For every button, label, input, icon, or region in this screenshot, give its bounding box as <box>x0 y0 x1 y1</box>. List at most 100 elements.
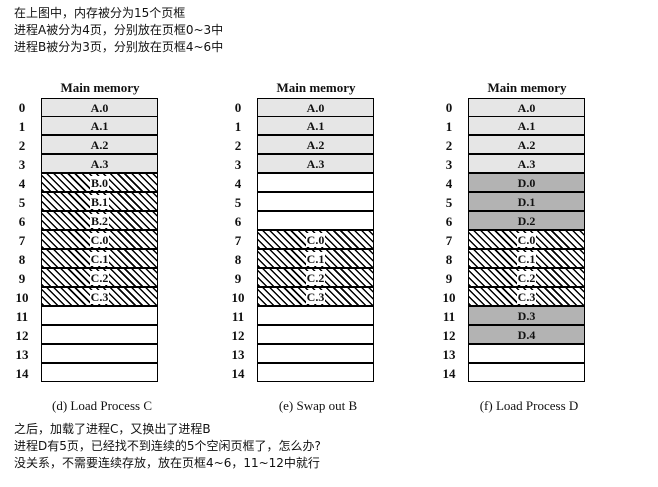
frame-index: 3 <box>445 157 453 172</box>
frame-cell <box>41 363 158 382</box>
frame-cell: C.3 <box>41 287 158 306</box>
page-label: C.0 <box>305 233 326 247</box>
frame-cell <box>257 192 374 211</box>
page-label: A.2 <box>517 138 536 152</box>
panel-caption: (f) Load Process D <box>479 398 579 413</box>
frame-cell <box>257 325 374 344</box>
frame-cell <box>257 363 374 382</box>
memory-panel-d: Main memory 0 A.0 1 A.1 2 A.2 3 A.3 4 B.0 5 B.1 6 B.2… <box>10 79 210 419</box>
panel-caption: (e) Swap out B <box>278 398 358 413</box>
note-line: 没关系，不需要连续存放，放在页框4~6，11~12中就行 <box>14 456 320 470</box>
frame-index: 5 <box>18 195 26 210</box>
frame-cell: A.3 <box>41 154 158 173</box>
frame-index: 4 <box>18 176 26 191</box>
page-label: A.0 <box>306 101 325 115</box>
frame-index: 5 <box>234 195 242 210</box>
frame-index: 13 <box>231 347 245 362</box>
frame-index: 8 <box>234 252 242 267</box>
page-label: D.3 <box>517 309 536 323</box>
frame-cell: D.0 <box>468 173 585 192</box>
frame-index: 6 <box>234 214 242 229</box>
frame-index: 11 <box>231 309 245 324</box>
page-label: A.3 <box>90 157 109 171</box>
page-label: C.3 <box>516 290 537 304</box>
note-line: 之后，加载了进程C，又换出了进程B <box>14 422 211 436</box>
frame-cell: D.3 <box>468 306 585 325</box>
frame-index: 8 <box>445 252 453 267</box>
frame-cell: C.3 <box>468 287 585 306</box>
frame-index: 12 <box>442 328 456 343</box>
page-label: A.1 <box>90 119 109 133</box>
frame-cell: D.1 <box>468 192 585 211</box>
frame-cell <box>257 306 374 325</box>
frame-cell: A.1 <box>468 116 585 135</box>
note-line: 在上图中，内存被分为15个页框 <box>14 6 186 20</box>
note-line: 进程A被分为4页，分别放在页框0~3中 <box>14 23 224 37</box>
frame-index: 14 <box>442 366 456 381</box>
page-label: A.3 <box>306 157 325 171</box>
frame-index: 10 <box>231 290 245 305</box>
frame-cell: A.0 <box>257 98 374 117</box>
frame-index: 12 <box>231 328 245 343</box>
page-label: C.3 <box>305 290 326 304</box>
frame-index: 7 <box>18 233 26 248</box>
note-line: 进程D有5页，已经找不到连续的5个空闲页框了，怎么办? <box>14 439 321 453</box>
frame-cell: A.1 <box>257 116 374 135</box>
page-label: A.0 <box>517 101 536 115</box>
frame-cell: A.3 <box>468 154 585 173</box>
page-label: B.1 <box>89 195 109 209</box>
frame-index: 2 <box>18 138 26 153</box>
frame-index: 9 <box>18 271 26 286</box>
frame-cell: A.1 <box>41 116 158 135</box>
frame-cell: C.0 <box>41 230 158 249</box>
top-notes: 在上图中，内存被分为15个页框 进程A被分为4页，分别放在页框0~3中 进程B被… <box>14 5 223 56</box>
frame-index: 8 <box>18 252 26 267</box>
frame-cell: A.2 <box>41 135 158 154</box>
frame-index: 9 <box>445 271 453 286</box>
frame-index: 5 <box>445 195 453 210</box>
memory-panel-f: Main memory 0 A.0 1 A.1 2 A.2 3 A.3 4 D.0 5 D.1 6 D.2… <box>437 79 637 419</box>
frame-index: 13 <box>442 347 456 362</box>
frame-cell <box>41 306 158 325</box>
page-label: A.0 <box>90 101 109 115</box>
frame-index: 10 <box>442 290 456 305</box>
frame-index: 4 <box>445 176 453 191</box>
frame-index: 1 <box>445 119 453 134</box>
frame-cell <box>257 344 374 363</box>
frame-cell: C.0 <box>468 230 585 249</box>
frame-cell: C.1 <box>257 249 374 268</box>
frame-index: 14 <box>15 366 29 381</box>
frame-index: 2 <box>445 138 453 153</box>
frame-index: 1 <box>234 119 242 134</box>
frame-index: 1 <box>18 119 26 134</box>
page-label: A.3 <box>517 157 536 171</box>
page-label: C.2 <box>305 271 326 285</box>
frame-cell: C.1 <box>468 249 585 268</box>
frame-cell: C.3 <box>257 287 374 306</box>
frame-index: 0 <box>234 100 242 115</box>
frame-index: 10 <box>15 290 29 305</box>
memory-panel-e: Main memory 0 A.0 1 A.1 2 A.2 3 A.3 4 5 6 7 C.0 8 C.1 9… <box>226 79 426 419</box>
frame-cell <box>257 173 374 192</box>
page-label: D.4 <box>517 328 536 342</box>
panel-title: Main memory <box>60 80 140 95</box>
frame-cell: D.4 <box>468 325 585 344</box>
frame-index: 4 <box>234 176 242 191</box>
frame-cell: B.0 <box>41 173 158 192</box>
frame-index: 11 <box>15 309 29 324</box>
page-label: C.1 <box>516 252 537 266</box>
frame-cell: A.3 <box>257 154 374 173</box>
page-label: C.3 <box>89 290 110 304</box>
page-label: C.1 <box>89 252 110 266</box>
note-line: 进程B被分为3页，分别放在页框4~6中 <box>14 40 224 54</box>
page-label: D.1 <box>517 195 536 209</box>
frame-cell <box>41 325 158 344</box>
page-label: D.0 <box>517 176 536 190</box>
page-label: C.2 <box>516 271 537 285</box>
frame-index: 2 <box>234 138 242 153</box>
frame-cell: D.2 <box>468 211 585 230</box>
frame-index: 6 <box>445 214 453 229</box>
page-label: A.1 <box>306 119 325 133</box>
frame-index: 3 <box>234 157 242 172</box>
frame-cell: A.0 <box>41 98 158 117</box>
